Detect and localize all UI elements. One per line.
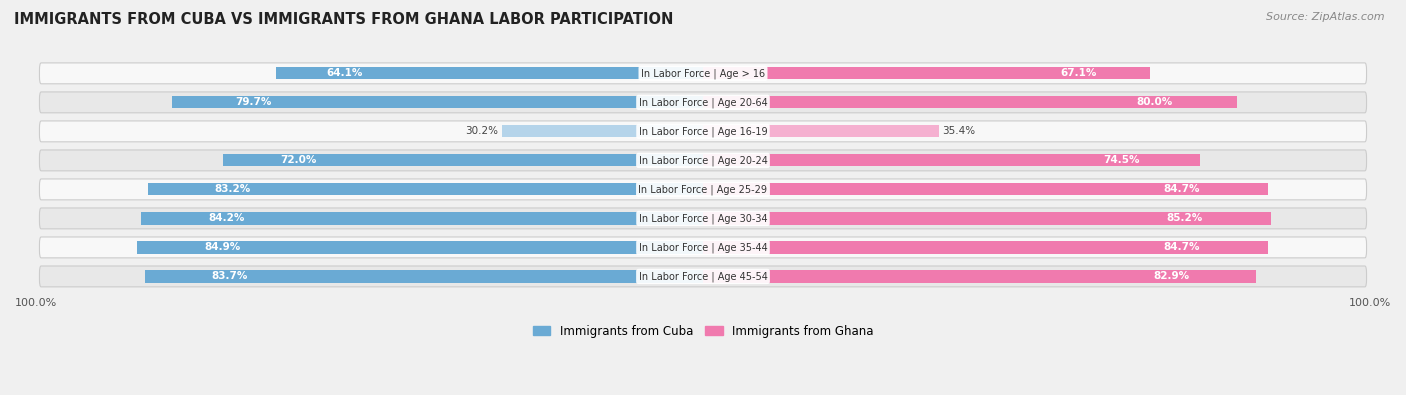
- Text: In Labor Force | Age 20-64: In Labor Force | Age 20-64: [638, 97, 768, 107]
- Text: 79.7%: 79.7%: [235, 98, 271, 107]
- Bar: [502, 125, 703, 137]
- Text: In Labor Force | Age 16-19: In Labor Force | Age 16-19: [638, 126, 768, 137]
- Text: 82.9%: 82.9%: [1153, 271, 1189, 281]
- FancyBboxPatch shape: [39, 237, 1367, 258]
- Bar: [703, 270, 1256, 282]
- FancyBboxPatch shape: [39, 121, 1367, 142]
- Text: 72.0%: 72.0%: [280, 155, 316, 166]
- Text: 84.2%: 84.2%: [209, 213, 245, 224]
- Bar: [703, 125, 939, 137]
- FancyBboxPatch shape: [39, 92, 1367, 113]
- Bar: [136, 241, 703, 254]
- FancyBboxPatch shape: [39, 266, 1367, 287]
- Text: 84.7%: 84.7%: [1164, 184, 1201, 194]
- Text: 85.2%: 85.2%: [1167, 213, 1204, 224]
- Bar: [703, 213, 1271, 224]
- FancyBboxPatch shape: [39, 208, 1367, 229]
- Bar: [172, 96, 703, 109]
- FancyBboxPatch shape: [39, 150, 1367, 171]
- Text: In Labor Force | Age 30-34: In Labor Force | Age 30-34: [638, 213, 768, 224]
- Bar: [142, 213, 703, 224]
- Text: 84.7%: 84.7%: [1164, 243, 1201, 252]
- Text: 83.7%: 83.7%: [212, 271, 249, 281]
- Bar: [703, 96, 1236, 109]
- Text: In Labor Force | Age 45-54: In Labor Force | Age 45-54: [638, 271, 768, 282]
- Text: In Labor Force | Age 25-29: In Labor Force | Age 25-29: [638, 184, 768, 195]
- Text: 67.1%: 67.1%: [1060, 68, 1097, 78]
- Text: 74.5%: 74.5%: [1104, 155, 1140, 166]
- Legend: Immigrants from Cuba, Immigrants from Ghana: Immigrants from Cuba, Immigrants from Gh…: [527, 320, 879, 342]
- Bar: [222, 154, 703, 166]
- Text: In Labor Force | Age 20-24: In Labor Force | Age 20-24: [638, 155, 768, 166]
- Bar: [703, 241, 1268, 254]
- Text: 83.2%: 83.2%: [215, 184, 252, 194]
- Text: 80.0%: 80.0%: [1136, 98, 1173, 107]
- FancyBboxPatch shape: [39, 63, 1367, 84]
- Bar: [703, 183, 1268, 196]
- Text: In Labor Force | Age 35-44: In Labor Force | Age 35-44: [638, 242, 768, 253]
- Text: 64.1%: 64.1%: [326, 68, 363, 78]
- Bar: [703, 154, 1199, 166]
- Bar: [145, 270, 703, 282]
- Text: Source: ZipAtlas.com: Source: ZipAtlas.com: [1267, 12, 1385, 22]
- FancyBboxPatch shape: [39, 179, 1367, 200]
- Bar: [148, 183, 703, 196]
- Text: In Labor Force | Age > 16: In Labor Force | Age > 16: [641, 68, 765, 79]
- Bar: [703, 67, 1150, 79]
- Text: 84.9%: 84.9%: [205, 243, 240, 252]
- Bar: [276, 67, 703, 79]
- Text: 30.2%: 30.2%: [465, 126, 498, 136]
- Text: 35.4%: 35.4%: [942, 126, 976, 136]
- Text: IMMIGRANTS FROM CUBA VS IMMIGRANTS FROM GHANA LABOR PARTICIPATION: IMMIGRANTS FROM CUBA VS IMMIGRANTS FROM …: [14, 12, 673, 27]
